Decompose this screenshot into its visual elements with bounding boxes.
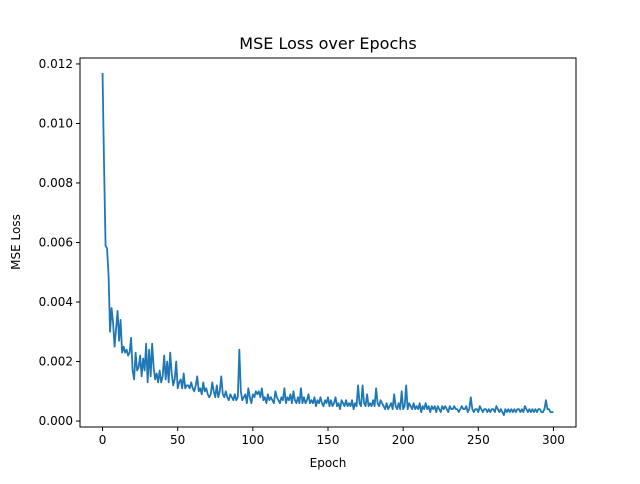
y-tick-label: 0.002 — [39, 355, 73, 369]
x-tick-label: 300 — [542, 433, 565, 447]
x-tick-label: 0 — [99, 433, 107, 447]
chart-title: MSE Loss over Epochs — [239, 34, 416, 53]
x-tick-label: 100 — [241, 433, 264, 447]
x-tick-label: 250 — [467, 433, 490, 447]
y-tick-label: 0.010 — [39, 116, 73, 130]
x-tick-label: 150 — [317, 433, 340, 447]
y-tick-label: 0.000 — [39, 414, 73, 428]
y-tick-label: 0.004 — [39, 295, 73, 309]
x-tick-label: 50 — [170, 433, 185, 447]
x-tick-label: 200 — [392, 433, 415, 447]
y-tick-label: 0.008 — [39, 176, 73, 190]
series-line-mse-loss — [101, 72, 554, 417]
y-tick-label: 0.006 — [39, 236, 73, 250]
x-axis-label: Epoch — [310, 456, 347, 470]
y-axis: 0.000 0.002 0.004 0.006 0.008 0.010 0.012 — [39, 57, 80, 428]
y-axis-label: MSE Loss — [9, 214, 23, 270]
x-axis: 0 50 100 150 200 250 300 — [99, 427, 565, 447]
y-tick-label: 0.012 — [39, 57, 73, 71]
